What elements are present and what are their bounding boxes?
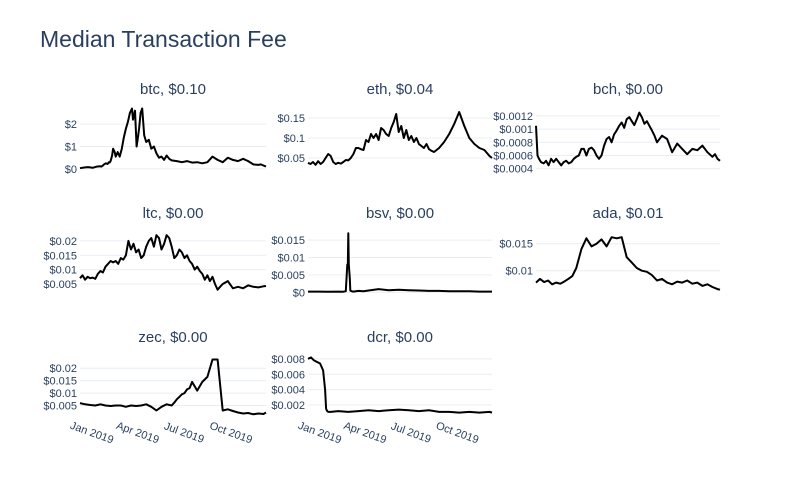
subplot-7: dcr, $0.00 $0.002 $0.004 $0.006 $0.008 Jan 20… (271, 329, 493, 447)
x-tick-label: Jul 2019 (162, 420, 205, 446)
subplot-title: dcr, $0.00 (367, 329, 433, 346)
y-tick-label: $0.15 (277, 113, 305, 125)
subplot-title: btc, $0.10 (140, 81, 206, 98)
y-tick-label: $0.02 (49, 363, 77, 375)
subplot-title: bch, $0.00 (593, 81, 663, 98)
series-line (79, 234, 267, 291)
y-tick-label: $0.0008 (493, 137, 533, 149)
y-tick-label: $0.01 (49, 265, 77, 277)
y-tick-label: $0.015 (499, 239, 533, 251)
y-tick-label: $0.005 (271, 270, 305, 282)
subplot-title: eth, $0.04 (367, 81, 434, 98)
y-tick-label: $0.05 (277, 153, 305, 165)
y-tick-label: $0.001 (499, 124, 533, 136)
subplot-title: zec, $0.00 (138, 329, 207, 346)
y-tick-label: $0.0004 (493, 164, 533, 176)
y-tick-label: $2 (65, 119, 77, 131)
y-tick-label: $1 (65, 142, 77, 154)
subplot-1: eth, $0.04 $0.05 $0.1 $0.15 (277, 81, 493, 166)
subplot-title: ltc, $0.00 (143, 205, 204, 222)
y-tick-label: $0.01 (49, 388, 77, 400)
y-tick-label: $0.008 (271, 354, 305, 366)
y-tick-label: $0 (293, 287, 305, 299)
y-tick-label: $0.015 (43, 376, 77, 388)
subplot-3: ltc, $0.00 $0.005 $0.01 $0.015 $0.02 (43, 205, 267, 291)
y-tick-label: $0.004 (271, 385, 305, 397)
x-tick-label: Jan 2019 (68, 420, 115, 447)
y-tick-label: $0.01 (277, 253, 305, 265)
subplot-title: bsv, $0.00 (366, 205, 434, 222)
subplot-5: ada, $0.01 $0.01 $0.015 (499, 205, 721, 291)
y-tick-label: $0.01 (505, 266, 533, 278)
series-line (307, 111, 493, 166)
x-tick-label: Apr 2019 (342, 420, 388, 447)
y-tick-label: $0.015 (43, 250, 77, 262)
y-tick-label: $0.02 (49, 236, 77, 248)
x-tick-label: Jan 2019 (296, 420, 343, 447)
y-tick-label: $0.002 (271, 400, 305, 412)
y-tick-label: $0.0012 (493, 111, 533, 123)
subplot-2: bch, $0.00 $0.0004 $0.0006$0.0008$0.001$0.… (493, 81, 721, 176)
subplot-4: bsv, $0.00 $0 $0.005 $0.01 $0.015 (271, 205, 492, 299)
series-line (79, 358, 267, 416)
series-line (308, 232, 492, 293)
y-tick-label: $0.1 (284, 133, 305, 145)
subplot-6: zec, $0.00 $0.005$0.01$0.015$0.02 Jan 2019… (43, 329, 267, 447)
subplot-0: btc, $0.10 $0 $1 $2 (65, 81, 267, 176)
x-tick-label: Oct 2019 (434, 420, 480, 447)
series-line (535, 111, 721, 167)
x-tick-label: Apr 2019 (115, 420, 161, 447)
page-title: Median Transaction Fee (40, 26, 287, 52)
y-tick-label: $0.005 (43, 401, 77, 413)
x-tick-label: Jul 2019 (389, 420, 432, 446)
series-line (535, 236, 721, 291)
x-tick-label: Oct 2019 (208, 420, 254, 447)
y-tick-label: $0.015 (271, 235, 305, 247)
y-tick-label: $0.005 (43, 279, 77, 291)
y-tick-label: $0.0006 (493, 150, 533, 162)
y-tick-label: $0.006 (271, 369, 305, 381)
y-tick-label: $0 (65, 164, 77, 176)
series-line (79, 107, 267, 170)
subplot-title: ada, $0.01 (593, 205, 664, 222)
series-line (307, 356, 493, 414)
